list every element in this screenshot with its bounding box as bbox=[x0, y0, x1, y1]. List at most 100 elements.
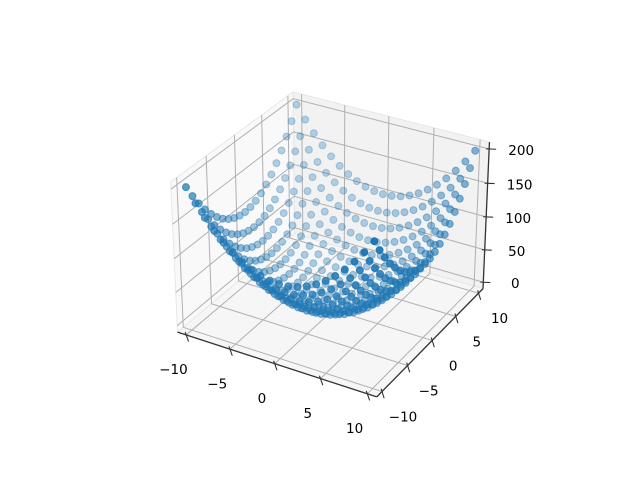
scatter-point bbox=[376, 269, 385, 278]
scatter-point bbox=[461, 157, 470, 166]
scatter-point bbox=[279, 209, 288, 218]
axis-spines bbox=[177, 142, 491, 398]
scatter-point bbox=[340, 265, 349, 274]
scatter-point bbox=[307, 210, 316, 219]
scatter-point bbox=[276, 185, 285, 194]
scatter-point bbox=[284, 198, 293, 207]
scatter-point bbox=[471, 146, 480, 155]
grid-line bbox=[185, 94, 304, 336]
scatter-point bbox=[346, 274, 355, 283]
scatter-point bbox=[386, 224, 395, 233]
scatter-point bbox=[260, 211, 269, 220]
scatter-point bbox=[287, 117, 296, 126]
scatter-point bbox=[425, 254, 434, 263]
scatter-point bbox=[356, 286, 365, 295]
scatter-point bbox=[313, 297, 322, 306]
scatter-point bbox=[255, 218, 264, 227]
x-tick-label: 5 bbox=[303, 406, 312, 422]
scatter-point bbox=[301, 115, 310, 124]
scatter-point bbox=[251, 256, 260, 265]
scatter-point bbox=[413, 218, 422, 227]
scatter-point bbox=[275, 280, 283, 289]
scatter-point bbox=[281, 255, 290, 264]
scatter-point bbox=[368, 222, 377, 231]
scatter-point bbox=[333, 235, 341, 244]
scatter-point bbox=[274, 217, 283, 226]
scatter-point bbox=[284, 282, 293, 291]
scatter-point bbox=[265, 266, 274, 275]
scatter-point bbox=[399, 235, 408, 244]
scatter-point bbox=[265, 204, 274, 213]
scatter-point bbox=[381, 274, 390, 283]
scatter-point bbox=[328, 300, 337, 309]
scatter-point bbox=[373, 206, 382, 215]
scatter-point bbox=[317, 288, 326, 297]
scatter-point bbox=[319, 302, 328, 311]
z-tick-label: 50 bbox=[508, 244, 525, 260]
scatter-point bbox=[394, 248, 403, 257]
scatter-point bbox=[451, 166, 460, 175]
scatter-point bbox=[446, 183, 455, 192]
scatter-point bbox=[295, 258, 304, 267]
y-tick-mark bbox=[430, 337, 435, 348]
scatter-point bbox=[432, 207, 441, 216]
y-tick-mark bbox=[380, 388, 385, 399]
scatter-point bbox=[293, 283, 302, 292]
scatter-point bbox=[365, 203, 374, 212]
scatter-point bbox=[336, 280, 345, 289]
scatter-point bbox=[360, 219, 369, 228]
scatter-point bbox=[370, 264, 379, 273]
scatter-point bbox=[308, 290, 317, 299]
scatter-point bbox=[291, 241, 300, 250]
grid-line bbox=[320, 127, 435, 379]
y-tick-mark bbox=[454, 313, 459, 324]
scatter-point bbox=[290, 264, 299, 273]
grid-line bbox=[172, 131, 488, 225]
scatter-point bbox=[430, 247, 439, 256]
scatter-point bbox=[366, 279, 375, 288]
scatter-point bbox=[303, 187, 312, 196]
scatter-point bbox=[308, 173, 317, 182]
scatter-point bbox=[427, 221, 436, 230]
scatter-point bbox=[317, 184, 326, 193]
scatter-point bbox=[337, 222, 346, 231]
scatter-point bbox=[387, 191, 396, 200]
scatter-point bbox=[441, 199, 450, 208]
scatter-point bbox=[272, 159, 281, 168]
scatter-point bbox=[247, 265, 256, 274]
scatter-point bbox=[302, 282, 311, 291]
scatter-point bbox=[395, 223, 404, 232]
scatter-point bbox=[331, 263, 340, 272]
scatter-point bbox=[271, 264, 280, 273]
scatter-point bbox=[313, 157, 322, 166]
scatter-point bbox=[407, 252, 416, 261]
scatter-point bbox=[289, 187, 298, 196]
scatter-point bbox=[267, 170, 276, 179]
scatter-point bbox=[318, 141, 327, 150]
scatter-point bbox=[251, 196, 260, 205]
scatter-point bbox=[377, 223, 386, 232]
scatter-point bbox=[333, 304, 342, 313]
scatter-point bbox=[314, 250, 323, 259]
scatter-point bbox=[253, 240, 262, 249]
scatter-point bbox=[241, 208, 250, 217]
scatter-point bbox=[414, 189, 423, 198]
scatter-point bbox=[230, 214, 239, 223]
scatter-point bbox=[427, 197, 436, 206]
y-tick-label: 5 bbox=[473, 334, 482, 350]
scatter-point bbox=[352, 177, 361, 186]
grid-line bbox=[176, 177, 383, 393]
scatter-point bbox=[350, 245, 359, 254]
scatter-point bbox=[244, 226, 253, 235]
scatter-point bbox=[286, 248, 295, 257]
scatter-point bbox=[450, 207, 459, 216]
scatter-point bbox=[304, 266, 313, 275]
scatter-point bbox=[330, 178, 339, 187]
scatter-point bbox=[256, 255, 265, 264]
scatter-point bbox=[265, 276, 274, 285]
scatter-point bbox=[279, 273, 288, 282]
scatter-point bbox=[293, 211, 302, 220]
scatter-point bbox=[403, 245, 412, 254]
x-tick-label: 10 bbox=[346, 421, 363, 437]
tick-marks bbox=[184, 148, 497, 401]
